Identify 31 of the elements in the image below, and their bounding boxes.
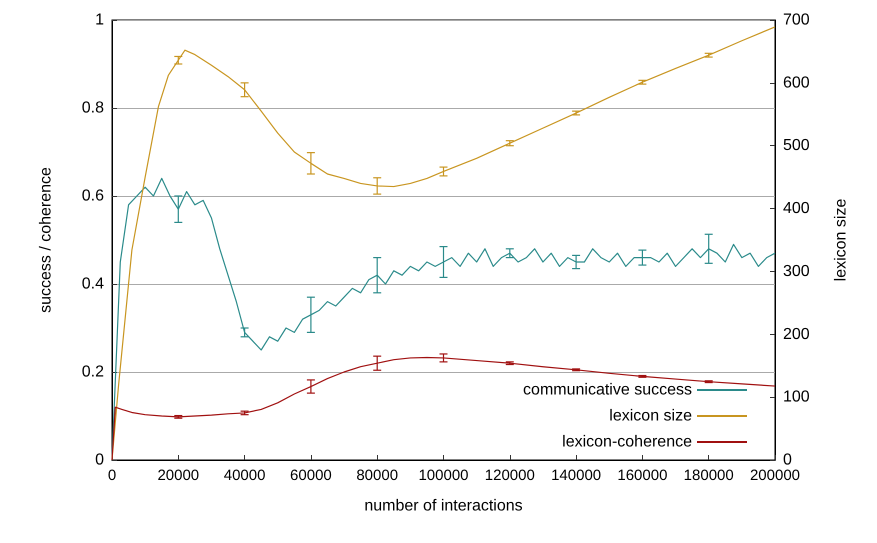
x-tick-label: 40000 — [224, 467, 266, 484]
legend-label: lexicon-coherence — [562, 434, 692, 450]
x-tick-label: 80000 — [356, 467, 398, 484]
y-tick-label: 0.4 — [82, 276, 104, 292]
y-tick-label: 0 — [95, 452, 104, 468]
y-tick-label: 0.6 — [82, 188, 104, 204]
y-tick-label: 1 — [95, 12, 104, 28]
x-tick-label: 160000 — [617, 467, 668, 484]
y2-tick-label: 200 — [783, 326, 810, 343]
y-tick-label: 0.8 — [82, 100, 104, 116]
legend-label: lexicon size — [609, 408, 692, 424]
y2-axis-title: lexicon size — [832, 198, 850, 282]
x-tick-label: 140000 — [551, 467, 602, 484]
legend-label: communicative success — [523, 382, 692, 398]
y-axis-title: success / coherence — [38, 166, 54, 313]
x-tick-label: 60000 — [290, 467, 332, 484]
x-tick-label: 180000 — [684, 467, 734, 484]
x-tick-label: 120000 — [484, 467, 535, 484]
y-tick-label: 0.2 — [82, 364, 104, 380]
x-axis-title: number of interactions — [364, 498, 523, 514]
x-tick-label: 20000 — [157, 467, 200, 484]
y2-tick-label: 0 — [783, 452, 792, 468]
y2-tick-label: 300 — [783, 262, 810, 280]
x-tick-label: 0 — [108, 467, 116, 484]
y2-tick-label: 100 — [783, 388, 810, 406]
y2-tick-label: 400 — [783, 200, 810, 218]
y2-tick-label: 500 — [783, 137, 810, 154]
x-tick-label: 100000 — [418, 467, 469, 484]
y2-tick-label: 600 — [783, 74, 810, 92]
x-tick-label: 200000 — [750, 467, 800, 484]
y2-tick-label: 700 — [783, 12, 810, 28]
